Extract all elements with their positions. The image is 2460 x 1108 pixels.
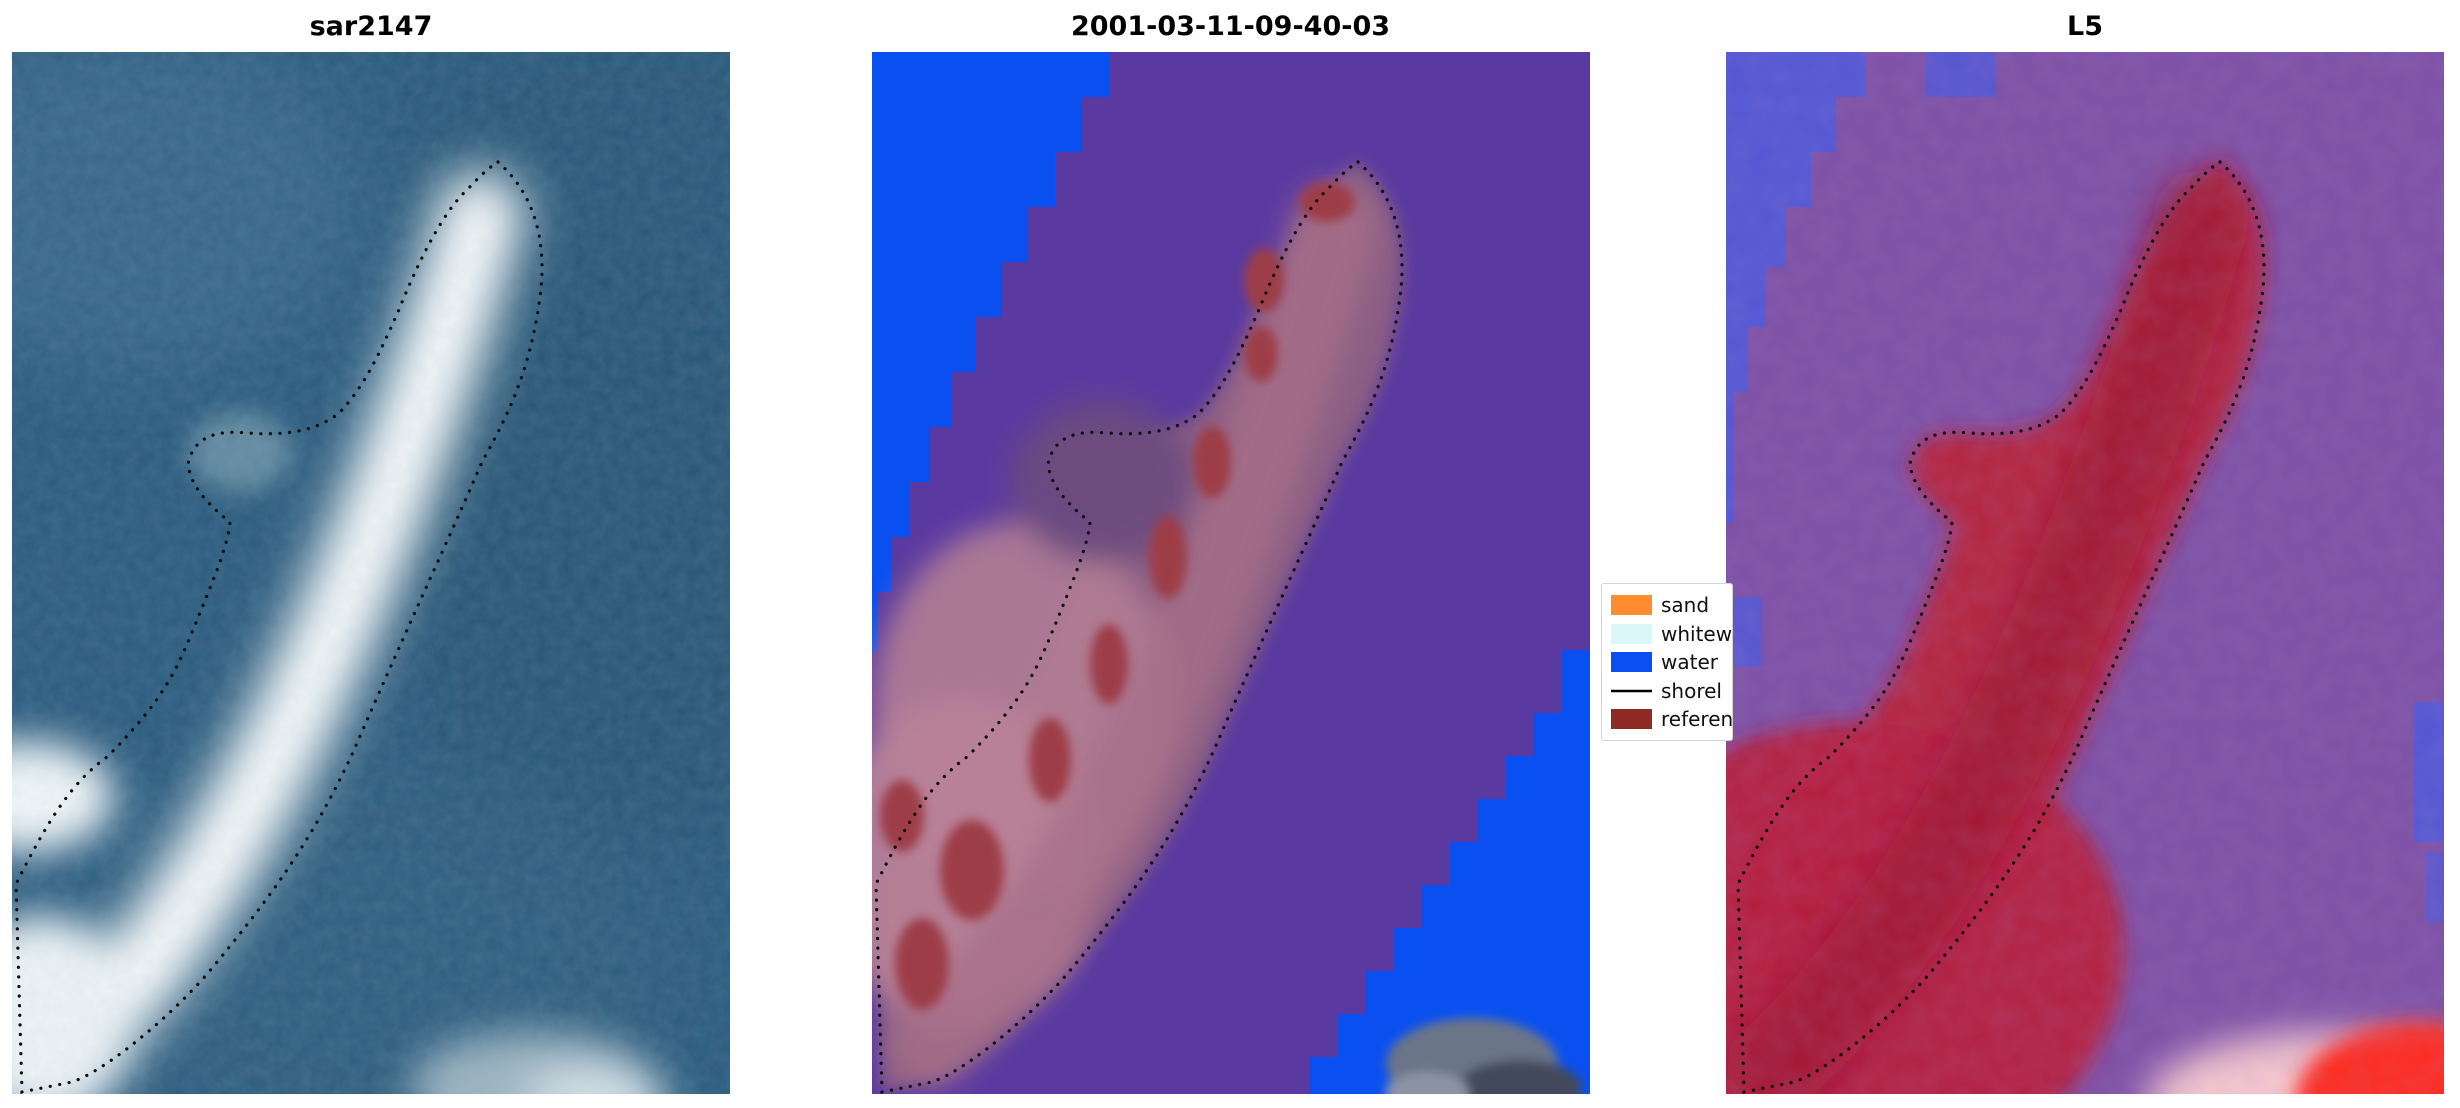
l5-panel-image — [1726, 52, 2444, 1094]
panel-title-date: 2001-03-11-09-40-03 — [1070, 11, 1391, 42]
legend-label-whitewater: whitew — [1661, 621, 1733, 646]
reference-swatch — [1611, 709, 1652, 729]
reference-sand-patches — [880, 182, 1355, 1010]
legend: sand whitew water shorel referen — [1601, 583, 1733, 741]
legend-item-sand: sand — [1611, 593, 1732, 617]
classification-panel-image — [872, 52, 1590, 1094]
sand-swatch — [1611, 595, 1652, 615]
legend-item-water: water — [1611, 650, 1732, 674]
water-region-bottomright — [1310, 650, 1590, 1094]
legend-label-reference: referen — [1661, 707, 1733, 731]
shoreline-legend-line — [1611, 689, 1652, 692]
legend-item-whitewater: whitew — [1611, 622, 1732, 646]
legend-item-shoreline: shorel — [1611, 679, 1732, 703]
whitewater-swatch — [1611, 623, 1652, 644]
water-region-topleft — [872, 52, 1110, 652]
legend-label-shoreline: shorel — [1661, 678, 1722, 703]
water-swatch — [1611, 652, 1652, 672]
legend-label-water: water — [1661, 650, 1718, 674]
legend-label-sand: sand — [1661, 593, 1710, 617]
panel-title-l5: L5 — [2067, 11, 2103, 42]
panel-title-sar2147: sar2147 — [309, 11, 433, 42]
legend-item-reference: referen — [1611, 707, 1732, 731]
sar-panel-image — [12, 52, 730, 1094]
